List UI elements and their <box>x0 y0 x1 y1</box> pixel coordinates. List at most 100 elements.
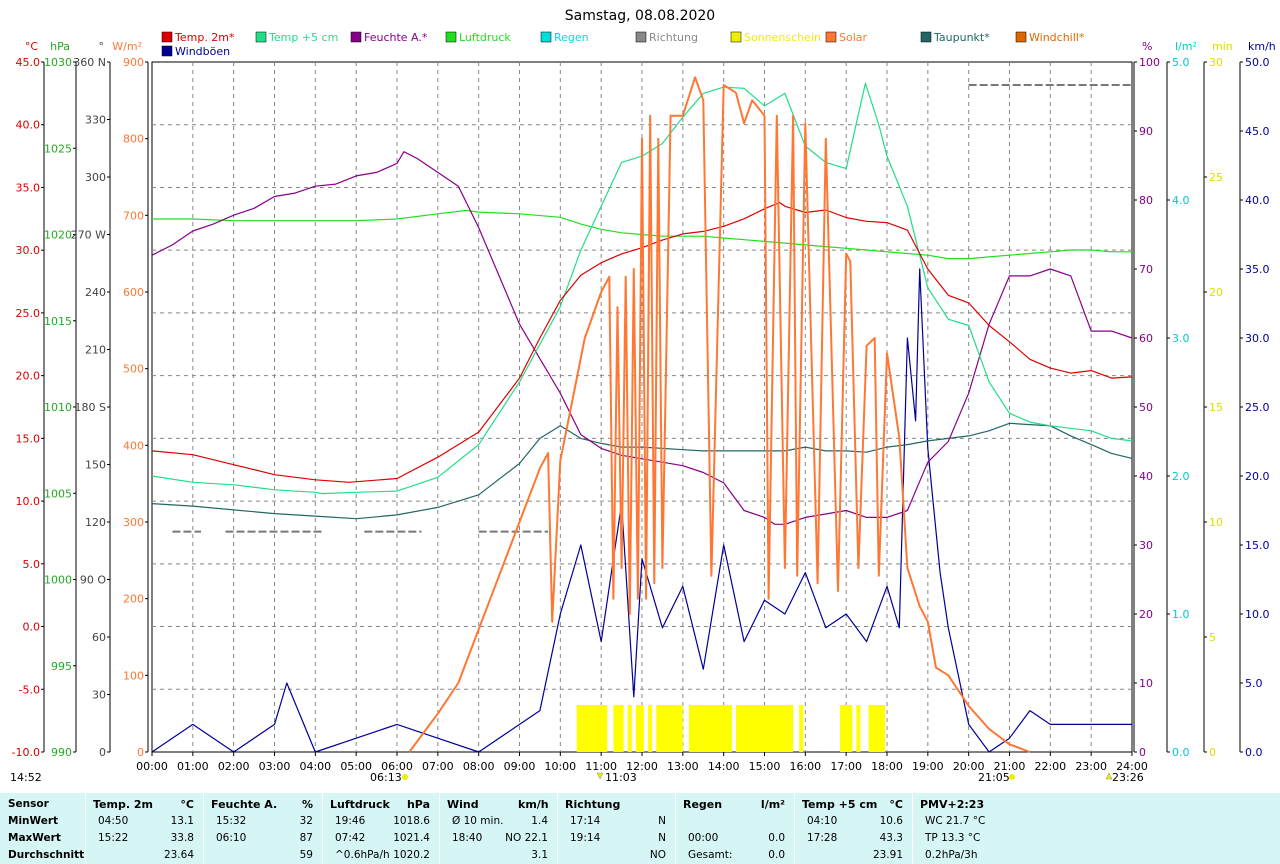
summary-cell-value: 3.1 <box>531 849 548 861</box>
sunshine-bar <box>648 705 653 752</box>
axis-tick-label: -5.0 <box>19 683 40 696</box>
legend-label: Sonnenschein <box>744 31 821 44</box>
summary-cell-value: NO <box>649 849 666 861</box>
sunset-marker: 21:05 <box>978 771 1010 784</box>
x-tick-label: 17:00 <box>830 760 862 773</box>
legend-label: Richtung <box>649 31 698 44</box>
summary-cell-value: 13.1 <box>170 815 194 827</box>
x-tick-label: 07:00 <box>422 760 454 773</box>
summary-cell-left: 0.2hPa/3h <box>925 849 978 861</box>
axis-tick-label: 1025 <box>44 142 72 155</box>
axis-unit: l/m² <box>1175 40 1197 53</box>
summary-cell-value: 33.8 <box>170 832 194 844</box>
axis-tick-label: 900 <box>123 56 144 69</box>
legend-label: Solar <box>839 31 868 44</box>
axis-tick-label: 5.0 <box>1245 677 1263 690</box>
axis-tick-label: 1005 <box>44 487 72 500</box>
legend-swatch <box>161 31 173 43</box>
axis-tick-label: 50.0 <box>1245 56 1270 69</box>
axis-tick-label: 25.0 <box>16 307 41 320</box>
sunshine-bar <box>868 705 885 752</box>
summary-separator <box>322 793 323 864</box>
axis-tick-label: 15 <box>1209 401 1223 414</box>
axis-tick-label: 30.0 <box>1245 332 1270 345</box>
x-tick-label: 21:00 <box>994 760 1026 773</box>
axis-tick-label: 990 <box>51 746 72 759</box>
summary-col-header: Luftdruck <box>330 798 390 811</box>
summary-cell-left: TP 13.3 °C <box>925 832 981 844</box>
axis-tick-label: 700 <box>123 209 144 222</box>
axis-tick-label: 300 <box>123 516 144 529</box>
x-tick-label: 22:00 <box>1034 760 1066 773</box>
sunset-icon <box>1009 774 1015 780</box>
summary-row-label: MaxWert <box>8 832 61 844</box>
axis-tick-label: 3.0 <box>1172 332 1190 345</box>
axis-tick-label: 1010 <box>44 401 72 414</box>
axis-unit: ° <box>99 40 105 53</box>
summary-cell-left: ^0.6hPa/h <box>335 849 390 861</box>
x-tick-label: 05:00 <box>340 760 372 773</box>
axis-tick-label: 10.0 <box>1245 608 1270 621</box>
noon-marker: 11:03 <box>605 771 637 784</box>
summary-separator <box>439 793 440 864</box>
x-tick-label: 04:00 <box>299 760 331 773</box>
legend-swatch <box>540 31 552 43</box>
axis-tick-label: 40.0 <box>1245 194 1270 207</box>
axis-tick-label: 5.0 <box>1172 56 1190 69</box>
axis-unit: km/h <box>1248 40 1276 53</box>
dewpoint-line <box>151 422 1133 520</box>
summary-separator <box>85 793 86 864</box>
axis-tick-label: 400 <box>123 439 144 452</box>
axis-tick-label: 800 <box>123 133 144 146</box>
axis-tick-label: 20 <box>1139 608 1153 621</box>
axis-tick-label: 2.0 <box>1172 470 1190 483</box>
now-marker: 14:52 <box>10 771 42 784</box>
moon-marker: 23:26 <box>1112 771 1144 784</box>
sunshine-bar <box>688 705 732 752</box>
summary-cell-left: Ø 10 min. <box>452 815 504 827</box>
legend-label: Luftdruck <box>459 31 511 44</box>
axis-tick-label: 200 <box>123 593 144 606</box>
x-tick-label: 12:00 <box>626 760 658 773</box>
summary-col-header: Feuchte A. <box>211 798 278 811</box>
axis-tick-label: 90 O <box>80 574 106 587</box>
axis-tick-label: 10 <box>1139 677 1153 690</box>
sunshine-bar <box>656 705 683 752</box>
pressure-line <box>152 209 1132 260</box>
axis-tick-label: 10 <box>1209 516 1223 529</box>
axis-tick-label: 5 <box>1209 631 1216 644</box>
summary-separator <box>912 793 913 864</box>
axis-tick-label: 1.0 <box>1172 608 1190 621</box>
x-tick-label: 15:00 <box>749 760 781 773</box>
summary-cell-left: 06:10 <box>216 832 247 844</box>
axis-tick-label: 50 <box>1139 401 1153 414</box>
summary-cell-left: 19:46 <box>335 815 366 827</box>
summary-cell-value: N <box>658 815 666 827</box>
humidity-line <box>151 151 1133 525</box>
x-tick-label: 03:00 <box>259 760 291 773</box>
axis-unit: min <box>1212 40 1233 53</box>
axis-tick-label: 35.0 <box>16 181 41 194</box>
sunshine-bar <box>799 705 804 752</box>
summary-cell-value: 23.91 <box>872 849 903 861</box>
axis-tick-label: 0 <box>1139 746 1146 759</box>
legend-label: Windchill* <box>1029 31 1085 44</box>
solar-line <box>408 76 1031 753</box>
sunshine-bar <box>576 705 608 752</box>
summary-cell-value: 1020.2 <box>393 849 430 861</box>
x-tick-label: 00:00 <box>136 760 168 773</box>
summary-cell-left: 04:10 <box>807 815 838 827</box>
weather-chart: Samstag, 08.08.2020 Temp. 2m* Temp +5 cm Fe… <box>10 8 1276 784</box>
axis-tick-label: 0 <box>137 746 144 759</box>
summary-col-unit: % <box>301 798 313 811</box>
axis-tick-label: 1020 <box>44 229 72 242</box>
x-tick-label: 23:00 <box>1075 760 1107 773</box>
summary-cell-value: 32 <box>299 815 313 827</box>
x-tick-label: 08:00 <box>463 760 495 773</box>
axis-tick-label: 0 <box>99 746 106 759</box>
summary-col-header: Temp. 2m <box>93 798 153 811</box>
legend-swatch <box>730 31 742 43</box>
axis-tick-label: 180 S <box>75 401 106 414</box>
summary-col-header: Wind <box>447 798 479 811</box>
legend-swatch <box>255 31 267 43</box>
